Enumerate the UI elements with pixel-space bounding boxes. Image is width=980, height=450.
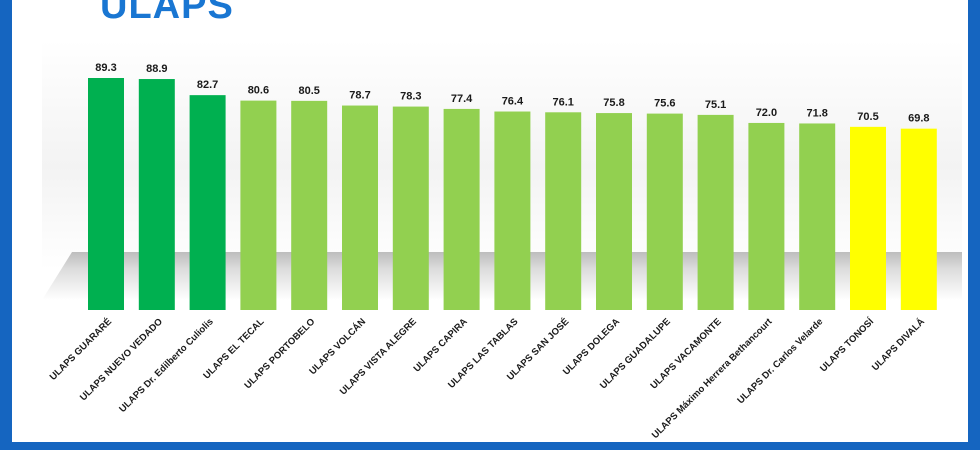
bar-14 (799, 123, 836, 311)
value-label-13: 72.0 (756, 107, 777, 119)
value-label-11: 75.6 (654, 98, 675, 110)
bar-7 (443, 108, 480, 310)
bar-11 (646, 113, 683, 311)
bar-16 (900, 128, 937, 310)
bar-5 (342, 105, 378, 310)
bar-0 (88, 78, 124, 310)
bar-15 (850, 126, 886, 310)
category-label-14: ULAPS Dr. Carlos Velarde (735, 316, 825, 406)
category-label-2: ULAPS Dr. Edilberto Culiolis (117, 316, 215, 414)
bar-8 (494, 111, 531, 310)
value-label-7: 77.4 (451, 93, 473, 105)
bar-1 (138, 79, 175, 311)
value-label-9: 76.1 (552, 96, 573, 108)
bar-chart: 89.3 88.9 82.7 80.6 80.5 78.7 78.3 77.4 76.4 76.1… (42, 40, 962, 441)
value-label-4: 80.5 (298, 85, 319, 97)
bar-12 (697, 114, 734, 310)
value-label-3: 80.6 (248, 85, 269, 97)
value-label-15: 70.5 (857, 111, 878, 123)
slide-frame: ULAPS 89.3 88.9 82.7 80.6 80.5 78.7 78.3 77.4 76… (12, 0, 968, 442)
value-label-1: 88.9 (146, 63, 167, 75)
page-title: ULAPS (100, 0, 234, 27)
value-label-2: 82.7 (197, 79, 218, 91)
value-label-16: 69.8 (908, 113, 929, 125)
value-label-10: 75.8 (603, 97, 624, 109)
value-label-0: 89.3 (95, 62, 116, 74)
value-label-12: 75.1 (705, 99, 726, 111)
value-label-14: 71.8 (806, 107, 827, 119)
category-label-7: ULAPS CAPIRA (412, 316, 470, 374)
bar-13 (748, 122, 785, 310)
bar-9 (545, 112, 582, 310)
value-label-8: 76.4 (502, 96, 524, 108)
category-label-1: ULAPS NUEVO VEDADO (78, 316, 165, 403)
bar-3 (240, 100, 277, 310)
bar-6 (392, 106, 429, 311)
category-label-15: ULAPS TONOSÍ (818, 316, 876, 374)
category-label-16: ULAPS DIVALÁ (870, 316, 927, 373)
bar-10 (596, 113, 632, 311)
value-label-6: 78.3 (400, 91, 421, 103)
bar-2 (189, 95, 226, 310)
value-label-5: 78.7 (349, 90, 370, 102)
bar-4 (291, 100, 328, 310)
